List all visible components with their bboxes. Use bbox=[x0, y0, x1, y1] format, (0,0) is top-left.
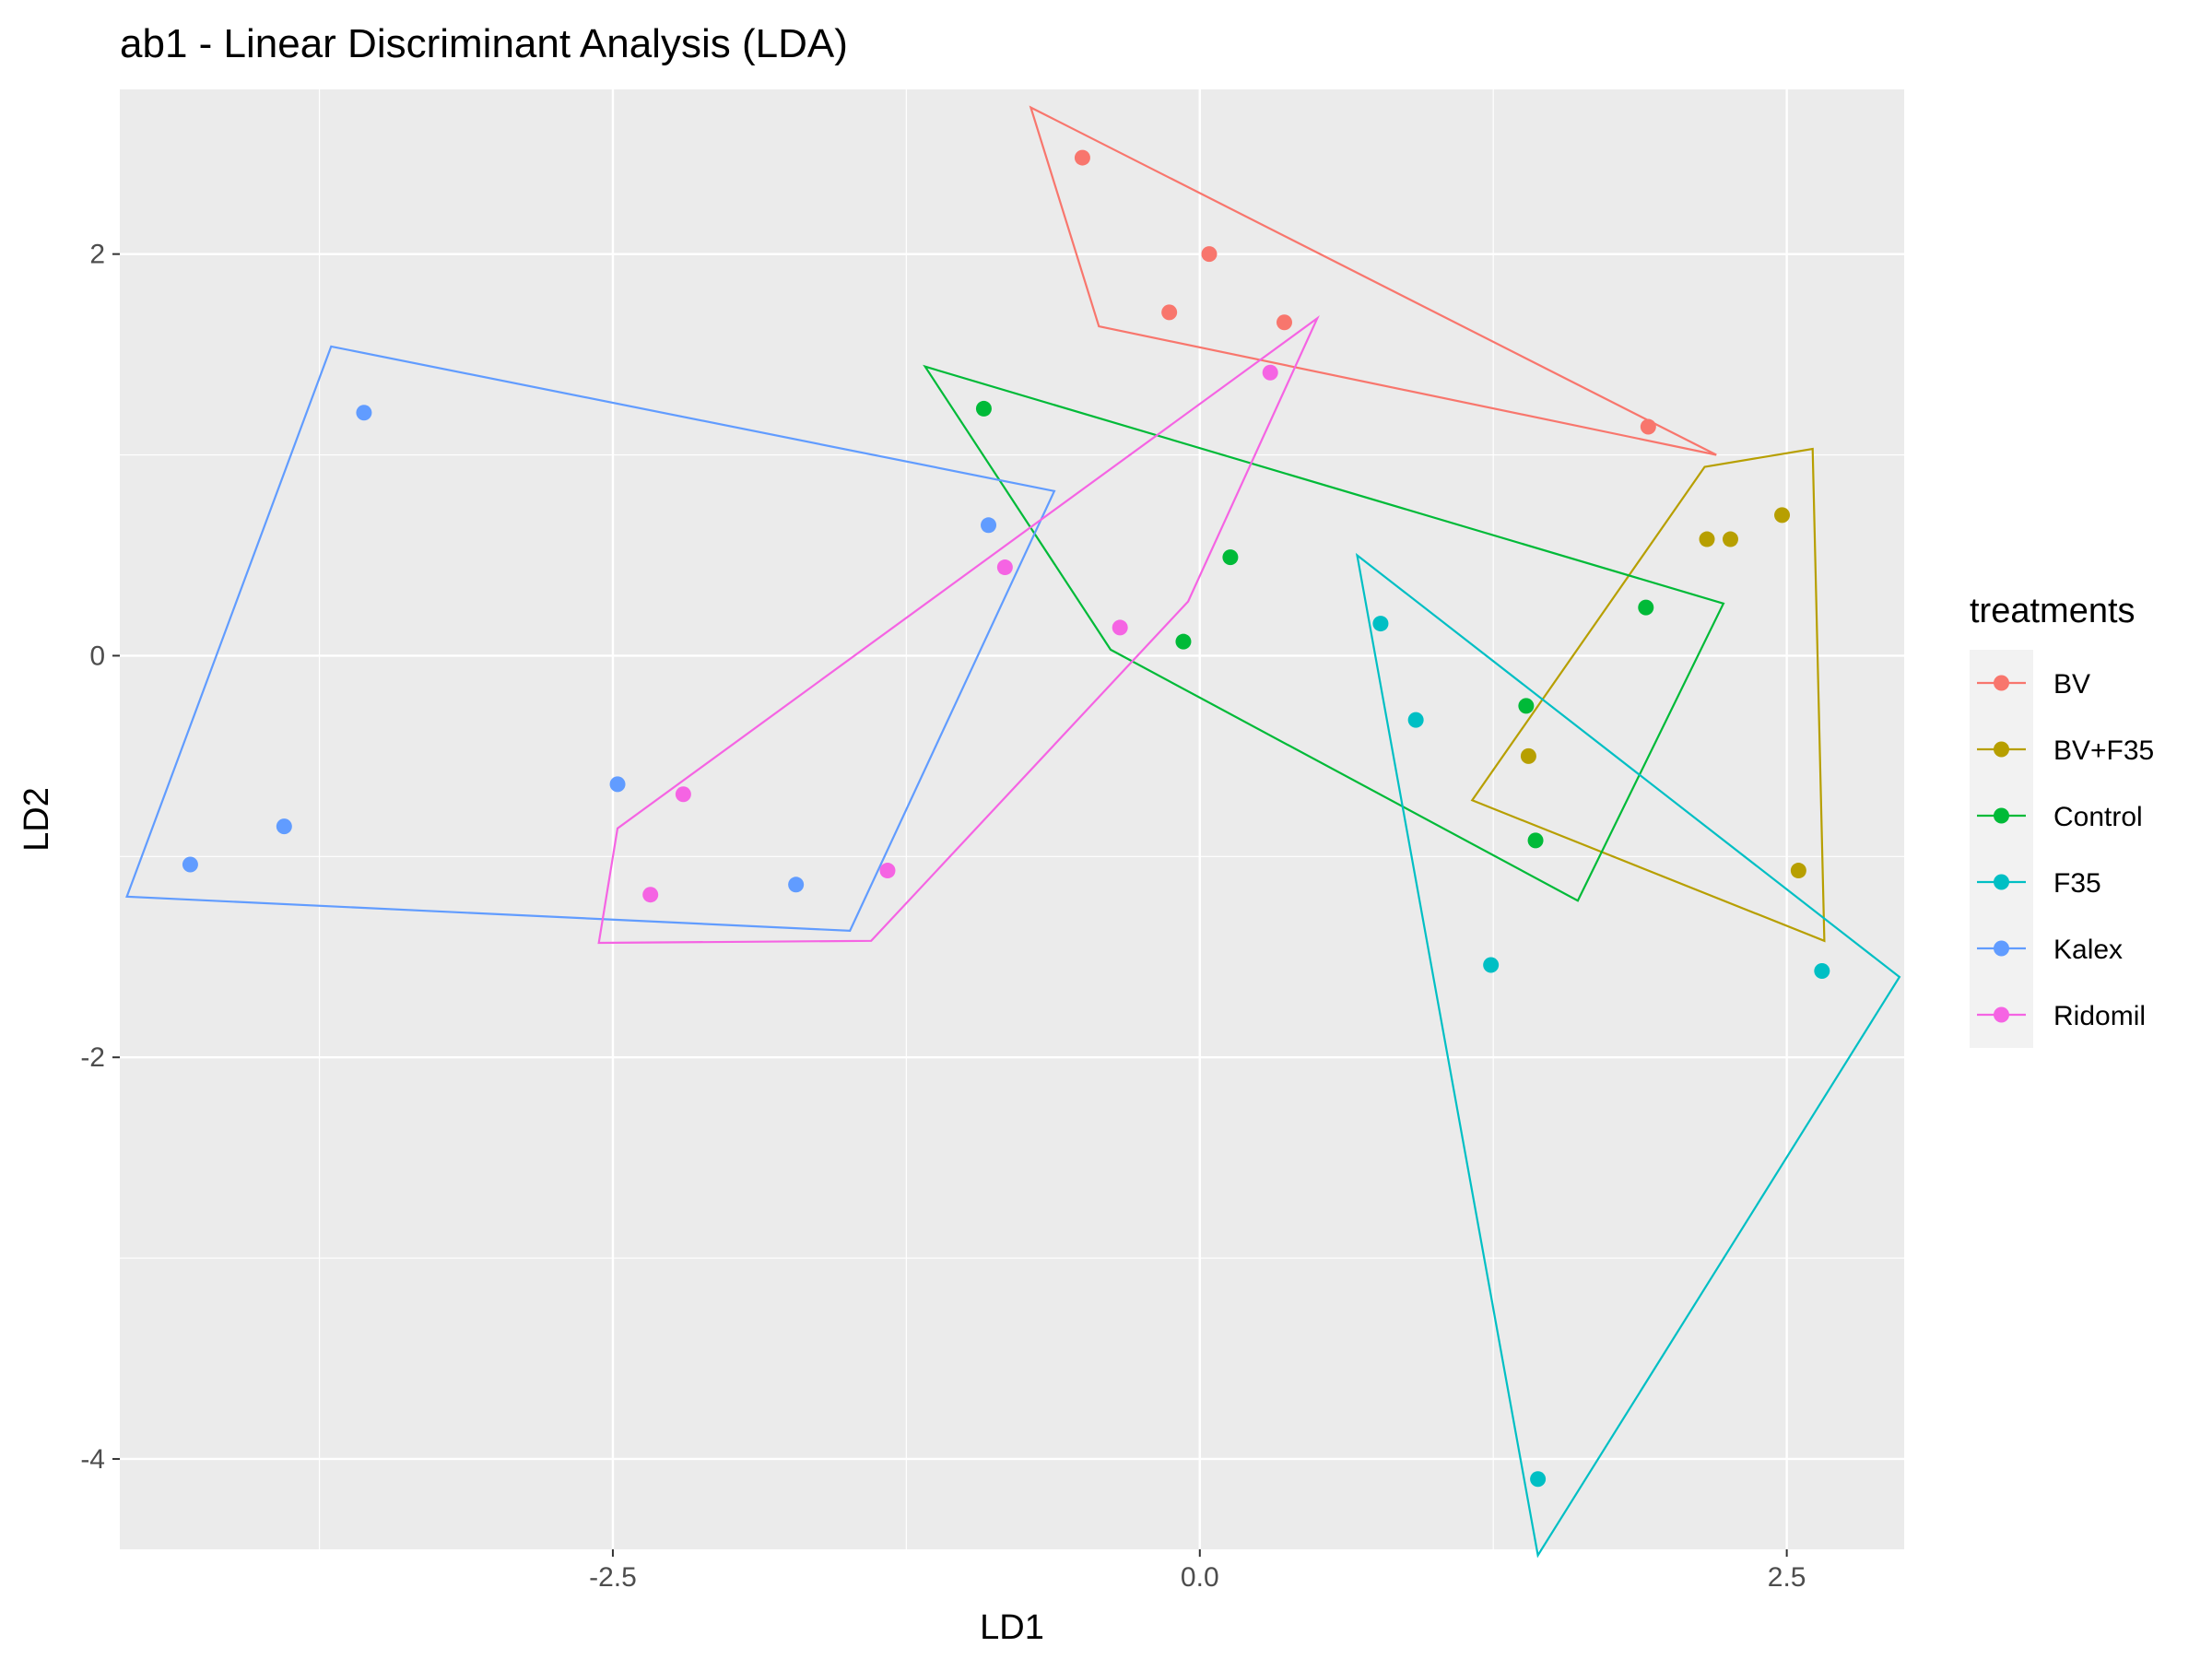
point-control bbox=[1222, 549, 1239, 566]
legend-key-point-control bbox=[1994, 807, 2009, 824]
legend-label-bv-f35: BV+F35 bbox=[2053, 735, 2154, 766]
point-control bbox=[1175, 633, 1192, 650]
legend-key-point-kalex bbox=[1994, 940, 2009, 957]
point-kalex bbox=[356, 405, 372, 421]
point-bv-f35 bbox=[1722, 531, 1738, 547]
x-tick-label: 0.0 bbox=[1181, 1562, 1219, 1593]
hull-kalex bbox=[125, 345, 1056, 933]
x-axis-title: LD1 bbox=[980, 1608, 1044, 1647]
point-ridomil bbox=[642, 887, 659, 903]
point-control bbox=[1518, 698, 1535, 714]
point-ridomil bbox=[996, 559, 1013, 576]
chart-title: ab1 - Linear Discriminant Analysis (LDA) bbox=[120, 21, 848, 66]
legend-key-point-bv-f35 bbox=[1994, 741, 2009, 758]
point-ridomil bbox=[675, 786, 691, 803]
plot-panel bbox=[120, 89, 1904, 1549]
point-ridomil bbox=[1262, 364, 1278, 381]
x-tick-label: -2.5 bbox=[589, 1562, 637, 1593]
point-kalex bbox=[981, 517, 997, 534]
legend: treatments BV BV+F35 Control F35 Kalex Ridomi… bbox=[1970, 592, 2154, 1048]
point-ridomil bbox=[879, 863, 896, 879]
legend-title: treatments bbox=[1970, 592, 2136, 630]
point-bv bbox=[1161, 304, 1178, 321]
legend-key-point-f35 bbox=[1994, 874, 2009, 890]
point-bv bbox=[1640, 418, 1656, 435]
y-axis-title: LD2 bbox=[18, 787, 56, 852]
point-f35 bbox=[1483, 957, 1500, 973]
x-tick-label: 2.5 bbox=[1768, 1562, 1806, 1593]
grid-minor bbox=[120, 89, 1904, 1549]
hull-ridomil bbox=[597, 315, 1320, 945]
point-bv-f35 bbox=[1790, 863, 1806, 879]
legend-label-f35: F35 bbox=[2053, 868, 2101, 899]
point-kalex bbox=[276, 818, 292, 835]
point-kalex bbox=[609, 776, 626, 793]
y-tick-label: 0 bbox=[89, 641, 105, 671]
legend-key-background bbox=[1970, 650, 2033, 1048]
series-hulls bbox=[125, 105, 1901, 1559]
legend-key-point-bv bbox=[1994, 675, 2009, 691]
point-control bbox=[975, 400, 992, 417]
y-tick-label: -4 bbox=[80, 1444, 105, 1475]
legend-label-kalex: Kalex bbox=[2053, 935, 2123, 965]
point-control bbox=[1527, 832, 1544, 849]
point-f35 bbox=[1530, 1471, 1547, 1488]
legend-label-ridomil: Ridomil bbox=[2053, 1001, 2146, 1031]
hull-control bbox=[923, 364, 1725, 902]
point-f35 bbox=[1814, 963, 1830, 980]
hull-bv bbox=[1029, 105, 1717, 456]
x-axis: -2.5 0.0 2.5 bbox=[589, 1549, 1806, 1593]
grid-major bbox=[120, 89, 1904, 1549]
point-f35 bbox=[1372, 616, 1389, 632]
y-tick-label: -2 bbox=[80, 1042, 105, 1073]
hull-f35 bbox=[1355, 552, 1901, 1559]
point-bv-f35 bbox=[1699, 531, 1715, 547]
point-f35 bbox=[1407, 712, 1424, 728]
point-kalex bbox=[182, 856, 198, 873]
point-bv-f35 bbox=[1774, 507, 1791, 524]
point-bv-f35 bbox=[1520, 747, 1536, 764]
hull-bv-f35 bbox=[1470, 447, 1826, 943]
point-bv bbox=[1201, 246, 1218, 263]
point-bv bbox=[1074, 149, 1090, 166]
legend-key-point-ridomil bbox=[1994, 1006, 2009, 1023]
legend-label-control: Control bbox=[2053, 802, 2143, 832]
y-axis: -4 -2 0 2 bbox=[80, 240, 120, 1475]
series-points bbox=[182, 149, 1830, 1488]
y-tick-label: 2 bbox=[89, 240, 105, 270]
point-kalex bbox=[788, 877, 805, 893]
point-bv bbox=[1276, 314, 1292, 331]
point-ridomil bbox=[1112, 619, 1128, 636]
point-control bbox=[1638, 599, 1654, 616]
legend-label-bv: BV bbox=[2053, 669, 2090, 700]
